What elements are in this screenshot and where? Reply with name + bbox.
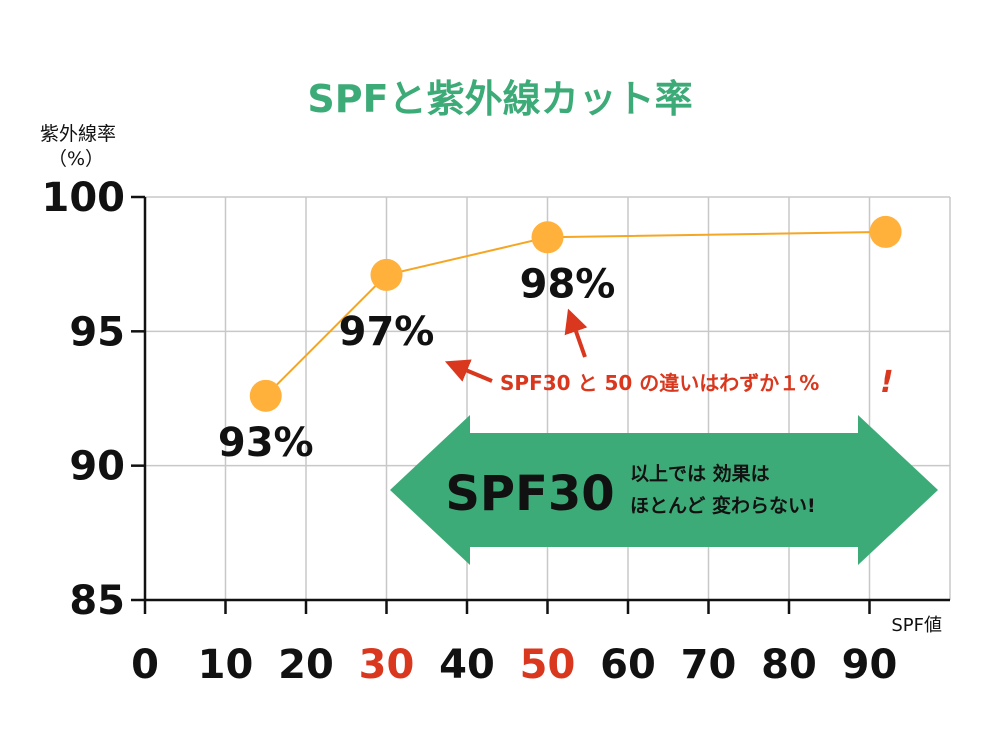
- y-tick-label: 95: [69, 309, 125, 355]
- annotation: SPF30 と 50 の違いはわずか１% !: [444, 308, 894, 400]
- banner-arrow: SPF30 以上では 効果は ほとんど 変わらない!: [390, 415, 938, 565]
- x-tick-labels: 0 10 20 30 40 50 60 70 80 90: [131, 642, 897, 688]
- annotation-arrow-left: [444, 359, 493, 383]
- banner-arrow-shape: [390, 415, 938, 565]
- data-label: 98%: [520, 261, 616, 307]
- y-axis-label: 紫外線率: [40, 123, 116, 145]
- data-point: [249, 379, 282, 412]
- chart-title: SPFと紫外線カット率: [307, 77, 692, 121]
- data-point: [370, 258, 403, 291]
- x-tick-label: 50: [520, 642, 576, 688]
- y-tick-label: 85: [69, 578, 125, 624]
- x-tick-label: 0: [131, 642, 159, 688]
- x-tick-label: 40: [439, 642, 495, 688]
- annotation-arrow-up: [564, 308, 588, 358]
- y-axis-unit: （%）: [48, 148, 104, 170]
- annotation-exclaim: !: [880, 365, 894, 400]
- x-tick-label: 90: [842, 642, 898, 688]
- y-tick-label: 100: [42, 175, 126, 221]
- x-tick-label: 80: [761, 642, 817, 688]
- banner-line2: ほとんど 変わらない!: [630, 494, 816, 517]
- banner-big-text: SPF30: [445, 466, 614, 522]
- banner-line1: 以上では 効果は: [630, 462, 770, 485]
- axes: [131, 195, 950, 614]
- series-line: [265, 230, 886, 397]
- x-tick-label: 20: [278, 642, 334, 688]
- data-label: 97%: [339, 309, 435, 355]
- x-tick-label: 70: [681, 642, 737, 688]
- data-label: 93%: [218, 420, 314, 466]
- data-point: [531, 221, 564, 254]
- series: 93% 97% 98%: [218, 215, 902, 466]
- x-axis-label: SPF値: [891, 615, 942, 636]
- y-tick-label: 90: [69, 444, 125, 490]
- x-tick-label: 10: [198, 642, 254, 688]
- x-tick-label: 60: [600, 642, 656, 688]
- x-tick-label: 30: [359, 642, 415, 688]
- data-point: [869, 215, 902, 248]
- y-tick-labels: 85 90 95 100: [42, 175, 126, 624]
- annotation-note: SPF30 と 50 の違いはわずか１%: [500, 371, 819, 395]
